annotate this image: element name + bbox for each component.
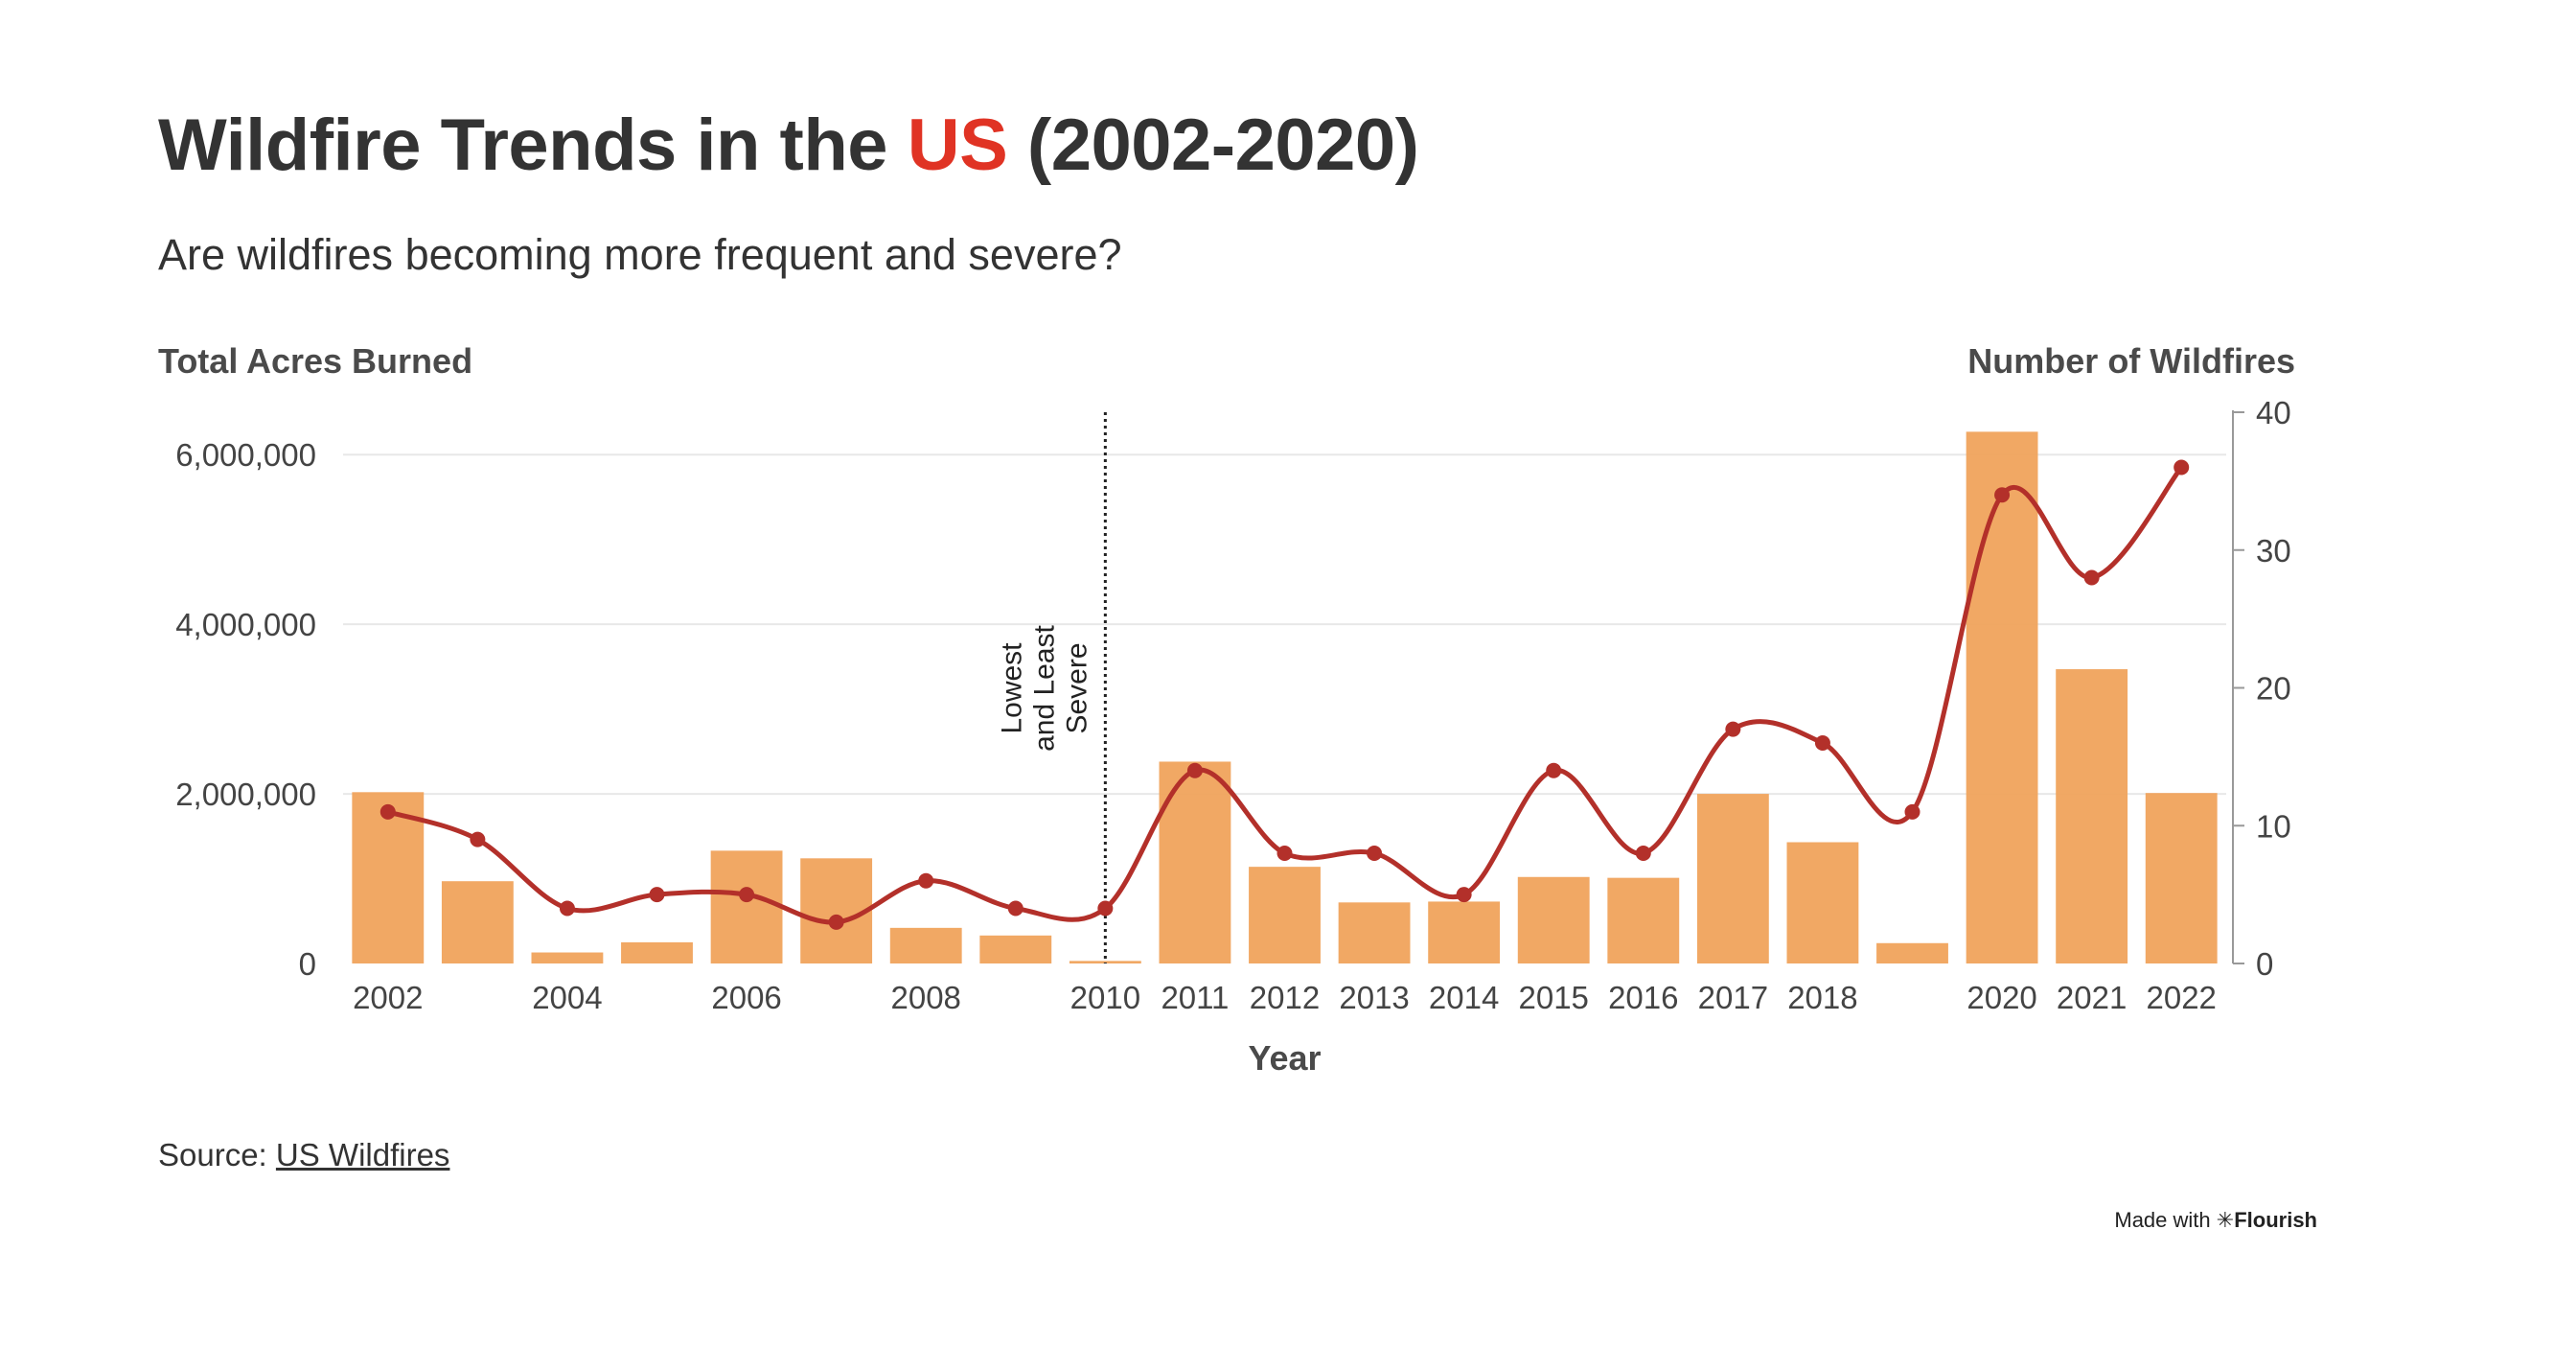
x-tick-label: 2004 [532, 980, 602, 1015]
line-point [470, 831, 486, 847]
bar [2056, 669, 2128, 963]
line-point [1546, 762, 1562, 778]
line-point [1725, 721, 1741, 737]
right-axis-title: Number of Wildfires [1967, 341, 2295, 381]
x-tick-label: 2021 [2057, 980, 2127, 1015]
x-tick-label: 2011 [1161, 980, 1229, 1015]
bar [889, 927, 962, 963]
line-point [739, 887, 755, 903]
x-tick-label: 2014 [1429, 980, 1499, 1015]
bar [621, 941, 693, 963]
line-point [649, 887, 665, 903]
x-tick-label: 2010 [1070, 980, 1140, 1015]
bar [800, 858, 873, 963]
bar [1249, 867, 1321, 963]
left-axis-title: Total Acres Burned [158, 341, 473, 381]
title-pre: Wildfire Trends in the [158, 104, 908, 186]
bar [1607, 877, 1680, 963]
bar [1159, 761, 1231, 963]
x-tick-label: 2022 [2147, 980, 2217, 1015]
y2-tick-label: 0 [2256, 946, 2273, 982]
x-tick-label: 2017 [1698, 980, 1768, 1015]
x-tick-label: 2002 [353, 980, 423, 1015]
bar [1786, 842, 1859, 963]
x-tick-label: 2020 [1966, 980, 2036, 1015]
line-point [828, 914, 844, 930]
bar [1876, 942, 1948, 963]
bar [1517, 876, 1590, 963]
bar [1696, 794, 1769, 963]
annotation-label: Lowest and Least Severe [996, 624, 1092, 751]
x-tick-label: 2016 [1608, 980, 1678, 1015]
bar [352, 792, 425, 963]
y2-tick-label: 40 [2256, 395, 2291, 430]
chart-subtitle: Are wildfires becoming more frequent and… [158, 230, 1122, 279]
line-point [2174, 459, 2190, 476]
bar [1069, 961, 1141, 963]
annotation-text: Lowest [996, 642, 1027, 734]
annotation-text: Severe [1061, 642, 1092, 733]
x-tick-label: 2015 [1519, 980, 1589, 1015]
x-tick-label: 2008 [891, 980, 961, 1015]
source-link[interactable]: US Wildfires [275, 1137, 450, 1172]
line-point [1276, 846, 1293, 861]
line-point [1904, 803, 1920, 820]
line-point [1367, 846, 1383, 861]
line-point [1814, 735, 1830, 751]
chart-title: Wildfire Trends in the US (2002-2020) [158, 104, 1419, 187]
title-highlight: US [907, 104, 1008, 186]
bar [2145, 793, 2218, 963]
source-note: Source: US Wildfires [158, 1137, 449, 1173]
annotation-text: and Least [1028, 624, 1060, 751]
title-post: (2002-2020) [1007, 104, 1419, 186]
line-point [559, 900, 575, 917]
y-tick-label: 0 [299, 946, 316, 982]
made-with-flourish[interactable]: Made with ✳Flourish [2114, 1208, 2317, 1233]
bar [710, 850, 783, 963]
bar [1338, 902, 1411, 963]
bar [979, 935, 1052, 963]
line-point [380, 803, 396, 820]
source-label: Source: [158, 1137, 267, 1172]
line-point [1186, 762, 1203, 778]
x-tick-label: 2006 [711, 980, 781, 1015]
y-tick-label: 2,000,000 [175, 777, 316, 812]
y-tick-label: 6,000,000 [175, 437, 316, 473]
y-tick-label: 4,000,000 [175, 607, 316, 642]
made-with-text: Made with [2114, 1208, 2211, 1232]
x-tick-label: 2013 [1339, 980, 1409, 1015]
line-point [2083, 569, 2100, 586]
flourish-logo: ✳Flourish [2216, 1208, 2317, 1232]
bar [531, 952, 604, 963]
y2-tick-label: 30 [2256, 533, 2291, 569]
bar [441, 881, 514, 963]
x-tick-label: 2012 [1250, 980, 1320, 1015]
line-point [1456, 887, 1472, 903]
x-axis-title: Year [1248, 1038, 1321, 1078]
bar [1966, 431, 2038, 963]
y2-tick-label: 20 [2256, 671, 2291, 707]
line-point [1635, 846, 1651, 861]
y2-tick-label: 10 [2256, 808, 2291, 844]
bar [1428, 901, 1501, 963]
line-point [1994, 487, 2011, 503]
line-point [1097, 900, 1114, 917]
line-point [1007, 900, 1024, 917]
x-tick-label: 2018 [1787, 980, 1857, 1015]
line-point [918, 872, 934, 889]
